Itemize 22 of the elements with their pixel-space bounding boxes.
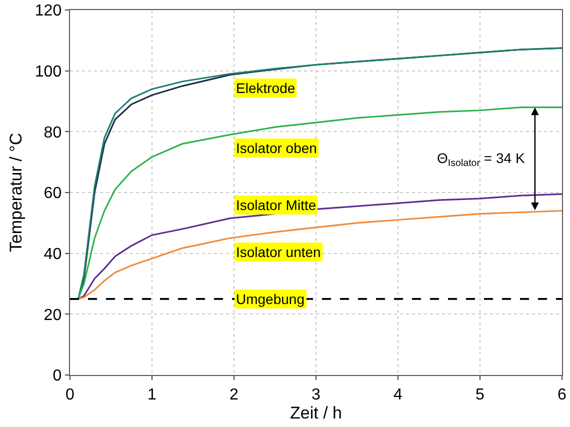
y-tick-label: 120 xyxy=(34,2,62,20)
series-label: Isolator oben xyxy=(236,140,317,156)
annotation: Θ$_{Isolator}$ = 34 K xyxy=(437,150,526,169)
x-tick-label: 2 xyxy=(230,386,239,404)
x-tick-label: 3 xyxy=(312,386,321,404)
y-tick-label: 100 xyxy=(34,63,62,80)
x-tick-label: 4 xyxy=(394,386,403,404)
y-tick-label: 0 xyxy=(52,368,62,385)
x-axis-title: Zeit / h xyxy=(290,404,342,423)
series-label: Isolator Mitte xyxy=(236,197,316,213)
ref-line-label: Umgebung xyxy=(236,291,304,307)
x-tick-label: 0 xyxy=(66,386,75,404)
x-tick-label: 1 xyxy=(148,386,157,404)
y-tick-label: 80 xyxy=(44,124,62,142)
y-axis-title: Temperatur / °C xyxy=(6,132,26,252)
x-tick-label: 6 xyxy=(558,386,567,404)
x-tick-label: 5 xyxy=(476,386,485,404)
y-tick-label: 20 xyxy=(44,306,62,324)
series-label: Isolator unten xyxy=(236,244,321,260)
y-tick-label: 40 xyxy=(44,246,62,263)
series-label: Elektrode xyxy=(236,80,296,96)
y-tick-label: 60 xyxy=(44,185,62,202)
